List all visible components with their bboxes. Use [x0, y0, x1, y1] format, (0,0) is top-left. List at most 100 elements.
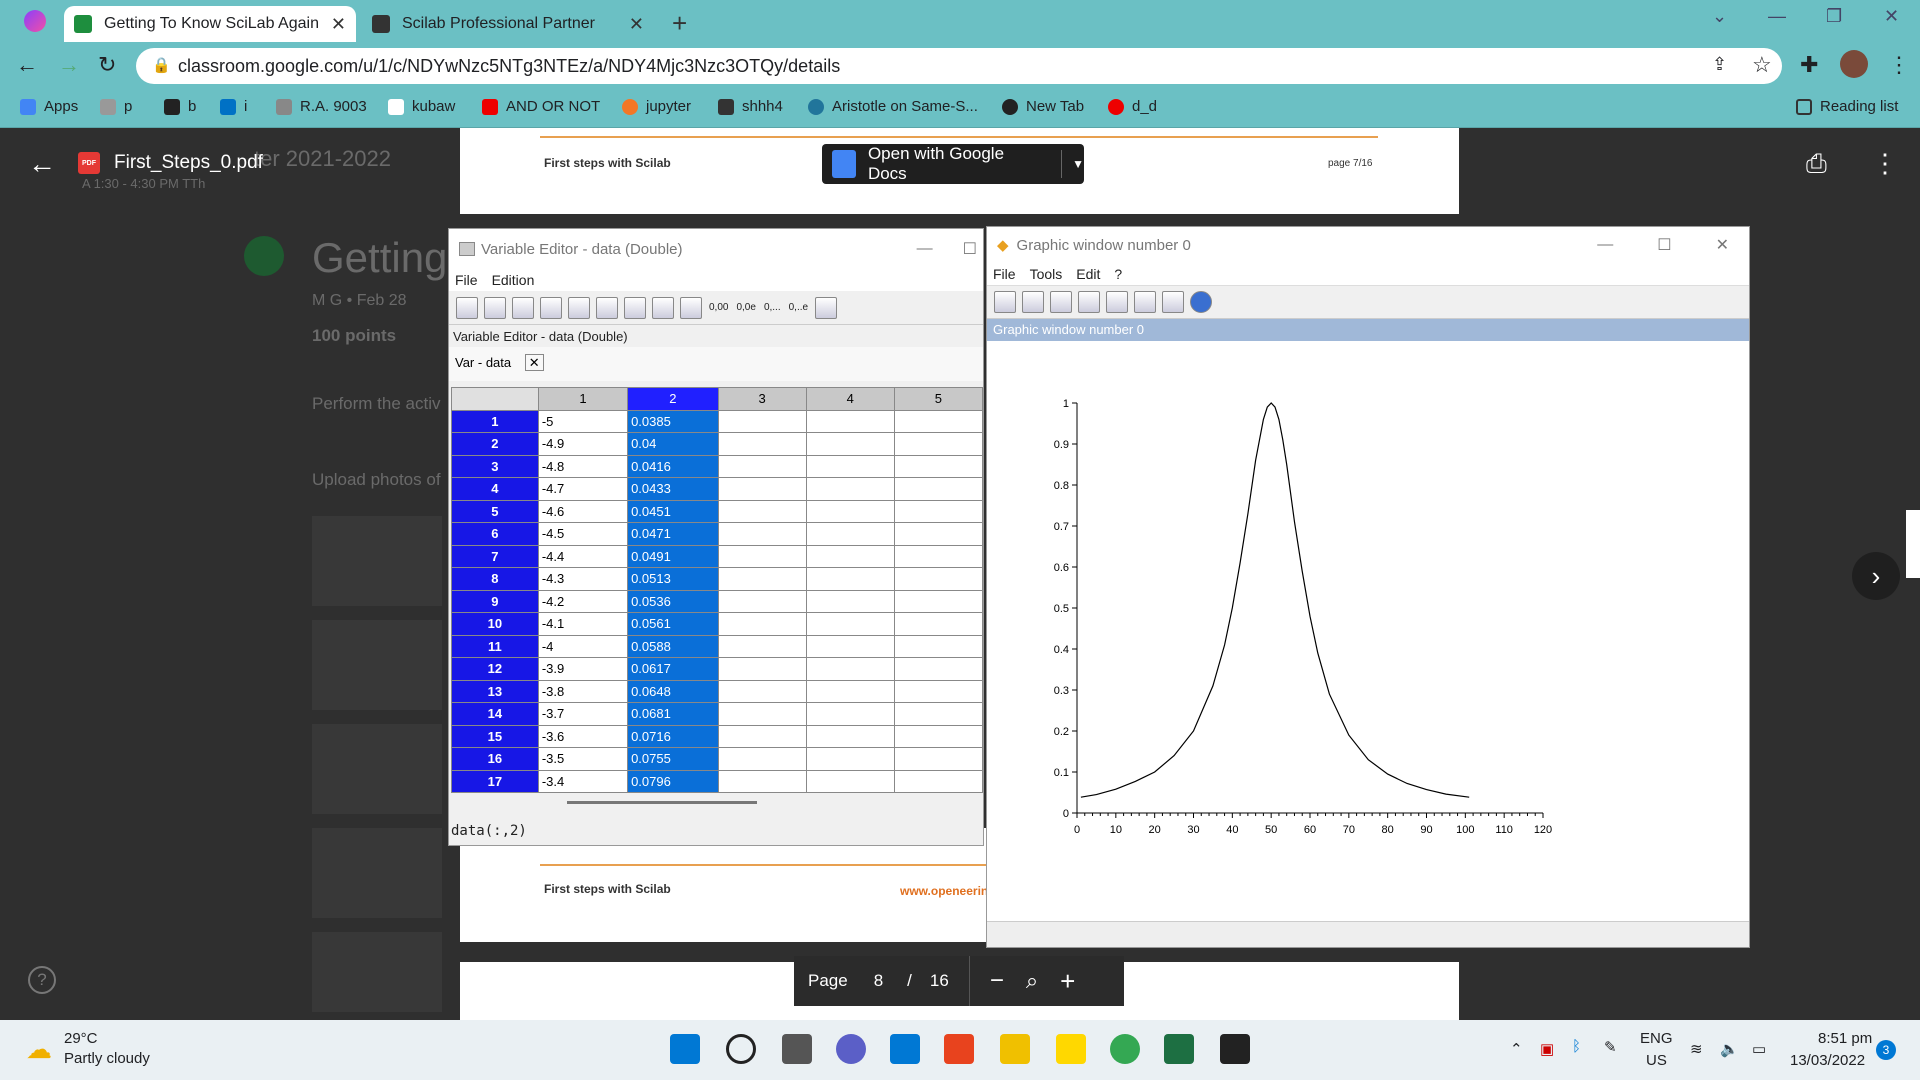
table-row[interactable]: 10 -4.1 0.0561	[451, 612, 983, 636]
bookmark-i[interactable]: i	[220, 98, 247, 115]
horizontal-scrollbar[interactable]	[567, 801, 757, 804]
minimize-icon[interactable]: —	[916, 240, 933, 257]
grid-cell-selected[interactable]: 0.0451	[627, 499, 719, 523]
grid-cell-empty[interactable]	[805, 567, 895, 591]
tab-scilab-professional-partner[interactable]: Scilab Professional Partner ✕	[362, 6, 654, 42]
row-header[interactable]: 15	[451, 724, 539, 748]
grid-cell-empty[interactable]	[805, 409, 895, 433]
row-header[interactable]: 9	[451, 589, 539, 613]
row-header[interactable]: 3	[451, 454, 539, 478]
grid-cell[interactable]: -3.9	[537, 657, 629, 681]
grid-cell-empty[interactable]	[717, 724, 807, 748]
bookmark-jupyter[interactable]: jupyter	[622, 98, 691, 115]
grid-cell-empty[interactable]	[717, 747, 807, 771]
grid-cell-selected[interactable]: 0.0755	[627, 747, 719, 771]
office-icon[interactable]	[944, 1034, 974, 1064]
grid-cell-selected[interactable]: 0.0796	[627, 769, 719, 793]
bluetooth-icon[interactable]: ᛒ	[1572, 1038, 1582, 1055]
rotate-icon[interactable]	[1106, 291, 1128, 313]
grid-cell[interactable]: -4	[537, 634, 629, 658]
table-row[interactable]: 5 -4.6 0.0451	[451, 499, 983, 523]
grid-cell[interactable]: -3.7	[537, 702, 629, 726]
line-plot[interactable]: 0 10 20 30 40 50 60 70 80 90 100 110 120 0 0.1 0.2 0.3 0.…	[987, 347, 1750, 917]
pdf-footer-link[interactable]: www.openeerin	[900, 884, 989, 898]
more-actions-icon[interactable]: ⋮	[1872, 148, 1898, 178]
notification-badge[interactable]: 3	[1876, 1040, 1896, 1060]
table-row[interactable]: 4 -4.7 0.0433	[451, 477, 983, 501]
grid-cell-empty[interactable]	[717, 499, 807, 523]
chrome-menu-icon[interactable]: ⋮	[1888, 52, 1910, 77]
table-row[interactable]: 1 -5 0.0385	[451, 409, 983, 433]
row-header[interactable]: 2	[451, 432, 539, 456]
grid-cell-selected[interactable]: 0.0716	[627, 724, 719, 748]
wifi-icon[interactable]: ≋	[1690, 1041, 1703, 1058]
zoom-in-icon[interactable]: +	[1060, 965, 1076, 996]
datatip-manager-icon[interactable]	[1134, 291, 1156, 313]
grid-cell-selected[interactable]: 0.0471	[627, 522, 719, 546]
grid-cell-empty[interactable]	[805, 522, 895, 546]
bookmark-new-tab[interactable]: New Tab	[1002, 98, 1084, 115]
forward-icon[interactable]: →	[58, 52, 80, 77]
maximize-icon[interactable]: ☐	[962, 241, 977, 258]
zoom-out-icon[interactable]: −	[989, 967, 1004, 994]
row-header[interactable]: 11	[451, 634, 539, 658]
sticky-notes-icon[interactable]	[1056, 1034, 1086, 1064]
grid-cell-empty[interactable]	[893, 589, 983, 613]
grid-cell-selected[interactable]: 0.0617	[627, 657, 719, 681]
maximize-icon[interactable]: ☐	[1657, 237, 1672, 254]
weather-desc[interactable]: Partly cloudy	[64, 1050, 150, 1067]
teams-chat-icon[interactable]	[836, 1034, 866, 1064]
grid-cell-empty[interactable]	[805, 589, 895, 613]
grid-cell-empty[interactable]	[893, 432, 983, 456]
grid-cell-empty[interactable]	[893, 724, 983, 748]
close-tab-icon[interactable]: ✕	[628, 13, 644, 34]
menu-tools[interactable]: Tools	[1029, 266, 1063, 282]
table-row[interactable]: 3 -4.8 0.0416	[451, 454, 983, 478]
grid-cell-empty[interactable]	[805, 477, 895, 501]
cut-icon[interactable]	[540, 296, 562, 319]
table-row[interactable]: 9 -4.2 0.0536	[451, 589, 983, 613]
grid-cell[interactable]: -4.8	[537, 454, 629, 478]
grid-cell-selected[interactable]: 0.0561	[627, 612, 719, 636]
grid-cell-selected[interactable]: 0.0416	[627, 454, 719, 478]
grid-cell-empty[interactable]	[893, 409, 983, 433]
table-row[interactable]: 13 -3.8 0.0648	[451, 679, 983, 703]
volume-icon[interactable]: 🔈	[1720, 1041, 1739, 1058]
grid-cell-empty[interactable]	[717, 634, 807, 658]
grid-cell-empty[interactable]	[717, 769, 807, 793]
grid-cell[interactable]: -3.8	[537, 679, 629, 703]
share-icon[interactable]: ⇪	[1712, 54, 1728, 74]
extensions-icon[interactable]: ✚	[1800, 52, 1819, 77]
show-hidden-icons-icon[interactable]: ⌃	[1510, 1041, 1523, 1058]
grid-cell-empty[interactable]	[893, 522, 983, 546]
tab-var-data[interactable]: Var - data ✕	[449, 347, 983, 381]
close-window-icon[interactable]: ✕	[1884, 6, 1900, 26]
grid-cell-selected[interactable]: 0.0536	[627, 589, 719, 613]
grid-cell-empty[interactable]	[893, 657, 983, 681]
paste-icon[interactable]	[596, 296, 618, 319]
profile-avatar[interactable]	[1840, 50, 1868, 78]
clock-time[interactable]: 8:51 pm	[1818, 1030, 1873, 1047]
grid-cell-empty[interactable]	[717, 477, 807, 501]
table-row[interactable]: 14 -3.7 0.0681	[451, 702, 983, 726]
clear-icon[interactable]	[512, 296, 534, 319]
grid-cell-empty[interactable]	[805, 702, 895, 726]
grid-cell-empty[interactable]	[893, 612, 983, 636]
grid-cell[interactable]: -4.6	[537, 499, 629, 523]
format-long-e[interactable]: 0,..e	[788, 302, 809, 313]
grid-cell-empty[interactable]	[893, 477, 983, 501]
close-tab-icon[interactable]: ✕	[524, 354, 544, 371]
grid-cell-empty[interactable]	[717, 522, 807, 546]
bookmark-shhh4[interactable]: shhh4	[718, 98, 783, 115]
redo-icon[interactable]	[652, 296, 674, 319]
datatip-icon[interactable]	[994, 291, 1016, 313]
bookmark-p[interactable]: p	[100, 98, 132, 115]
bookmark-apps[interactable]: Apps	[20, 98, 78, 115]
grid-cell-empty[interactable]	[893, 544, 983, 568]
data-grid[interactable]: 1 2 3 4 5 1 -5 0.0385 2 -4.9 0.04 3 -4.8 0.0416 4…	[451, 387, 983, 793]
grid-cell[interactable]: -4.7	[537, 477, 629, 501]
table-row[interactable]: 2 -4.9 0.04	[451, 432, 983, 456]
grid-cell[interactable]: -5	[537, 409, 629, 433]
grid-cell-empty[interactable]	[805, 724, 895, 748]
grid-cell-selected[interactable]: 0.0433	[627, 477, 719, 501]
